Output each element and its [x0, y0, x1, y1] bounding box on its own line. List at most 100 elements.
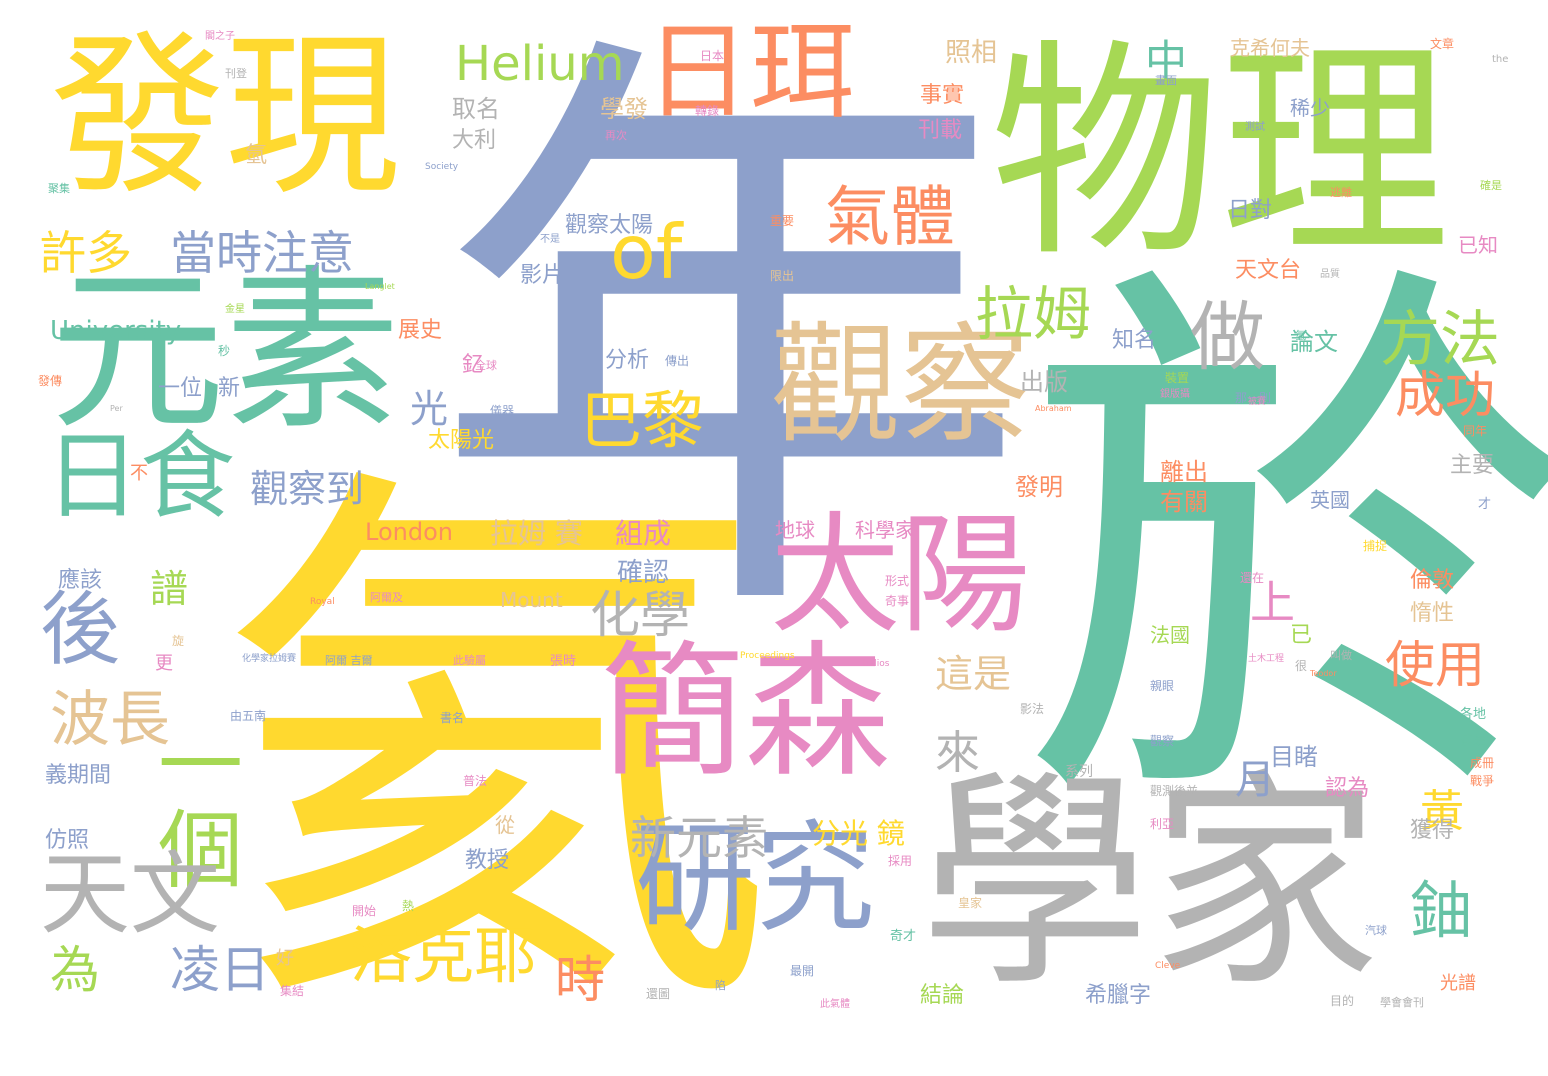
cloud-word: 影片: [520, 263, 565, 288]
cloud-word: 展史: [398, 318, 443, 343]
cloud-word: 認為: [1325, 776, 1370, 801]
cloud-word: Abraham: [1035, 404, 1072, 413]
cloud-word: 逃離: [1330, 186, 1352, 199]
cloud-word: 很: [1295, 659, 1308, 673]
cloud-word: 年: [430, 0, 1030, 689]
cloud-word: 有關: [1160, 488, 1208, 516]
cloud-word: 月: [1235, 757, 1275, 803]
cloud-word: 仿照: [45, 828, 90, 853]
cloud-word: 戰爭: [1470, 774, 1495, 788]
cloud-word: 離出: [1160, 458, 1208, 486]
cloud-word: 觀察太陽: [565, 213, 654, 238]
cloud-word: 大利: [452, 128, 497, 153]
cloud-word: 發現: [50, 16, 400, 219]
cloud-word: Teodor: [1310, 669, 1337, 678]
cloud-word: of: [610, 208, 683, 296]
cloud-word: 土木工程: [1248, 654, 1285, 664]
cloud-word: 裝置: [1165, 371, 1190, 385]
cloud-word: 叫做: [1330, 649, 1352, 662]
cloud-word: 儀器: [490, 404, 515, 418]
cloud-word: 於: [1020, 224, 1548, 876]
cloud-word: 此氣體: [820, 999, 850, 1010]
cloud-word: 觀察: [1150, 734, 1175, 748]
cloud-word: 希臘字: [1085, 983, 1152, 1008]
cloud-word: 拉姆 賽: [490, 517, 583, 550]
cloud-word: 還在: [1240, 571, 1265, 585]
cloud-word: 照相: [945, 38, 998, 68]
cloud-word: 後: [40, 583, 120, 676]
cloud-word: Cleve: [1155, 961, 1181, 971]
cloud-word: 最開: [790, 964, 815, 978]
cloud-word: 太陽: [770, 499, 1031, 651]
cloud-word: 稀少: [1290, 96, 1330, 120]
cloud-word: University: [50, 316, 182, 346]
cloud-word: 日對: [1228, 198, 1273, 223]
cloud-word: 方法: [1380, 305, 1500, 375]
cloud-word: 皇家: [958, 896, 983, 910]
cloud-word: 畫面: [1155, 74, 1177, 87]
cloud-word: 轉錄: [695, 104, 720, 118]
cloud-word: 張時: [550, 654, 577, 669]
cloud-word: 系列: [1065, 764, 1093, 780]
cloud-word: 刊登: [225, 67, 247, 80]
cloud-word: 測試: [1245, 122, 1265, 133]
cloud-word: 已知: [1458, 233, 1498, 257]
cloud-word: 更: [155, 653, 173, 674]
cloud-word: 為: [50, 941, 100, 999]
cloud-word: 發傳: [38, 374, 63, 388]
cloud-word: 親眼: [1150, 679, 1175, 693]
cloud-word: 釔: [462, 353, 485, 378]
cloud-word: 應該: [58, 568, 103, 593]
cloud-word: 不是: [540, 234, 560, 245]
cloud-word: 物理: [990, 21, 1451, 288]
cloud-word: 這是: [935, 652, 1012, 696]
cloud-word: 開始: [352, 904, 377, 918]
cloud-word: 譜: [150, 567, 189, 611]
cloud-word: 光: [410, 387, 449, 431]
cloud-word: 氫: [1295, 329, 1306, 342]
cloud-word: 同年: [1463, 424, 1488, 438]
cloud-word: 分析: [605, 348, 650, 373]
cloud-word: 結論: [920, 983, 965, 1008]
cloud-word: 一個: [143, 720, 242, 890]
cloud-word: 文章: [1430, 37, 1455, 51]
cloud-word: 形式: [885, 574, 910, 588]
cloud-word: 集結: [280, 984, 305, 998]
cloud-word: 巴黎: [580, 384, 705, 457]
cloud-word: 洛克耶: [350, 919, 537, 992]
cloud-word: 熱: [402, 899, 415, 913]
cloud-word: 由五南: [230, 709, 267, 723]
cloud-word: 凌日: [170, 941, 270, 999]
cloud-word: 法國: [1150, 623, 1190, 647]
cloud-word: 時: [555, 951, 605, 1009]
cloud-word: 英國: [1310, 488, 1350, 512]
cloud-word: 觀測後並: [1150, 784, 1199, 798]
cloud-word: 重要: [770, 214, 795, 228]
cloud-word: 氦: [215, 424, 775, 1076]
cloud-word: 好: [276, 948, 294, 969]
cloud-word: 學發: [600, 95, 648, 123]
cloud-word: 使用: [1385, 636, 1485, 694]
cloud-word: 日珥: [645, 11, 856, 133]
cloud-word: 化學: [590, 586, 690, 644]
cloud-word: Society: [425, 162, 459, 172]
cloud-word: 觀察到: [250, 467, 365, 511]
cloud-word: 教授: [465, 848, 510, 873]
cloud-word: 學家: [920, 751, 1381, 1018]
cloud-word: 不: [130, 463, 148, 484]
cloud-word: 惰性: [1410, 601, 1455, 626]
word-cloud: 年於氦物理 學家 發現 元素 簡森 觀察 太陽 研究 日珥 日食 一個 天文後做 of 氣體 巴黎 洛克耶 波長…: [38, 0, 1548, 1076]
cloud-word: Proceedings: [740, 651, 795, 661]
cloud-word: 上: [1250, 576, 1296, 629]
cloud-word: 已: [1290, 623, 1313, 648]
cloud-word: 品質: [1320, 269, 1340, 280]
cloud-word: 一位: [158, 376, 203, 401]
cloud-word: 研究: [635, 810, 875, 949]
cloud-word: 取名: [452, 95, 500, 123]
cloud-word: 限出: [770, 269, 795, 283]
cloud-word: 從: [495, 813, 515, 837]
cloud-word: 日本: [700, 49, 725, 63]
cloud-word: 出版: [1020, 368, 1068, 396]
cloud-word: 捕捉: [1363, 539, 1388, 553]
cloud-word: 天文: [40, 842, 220, 947]
